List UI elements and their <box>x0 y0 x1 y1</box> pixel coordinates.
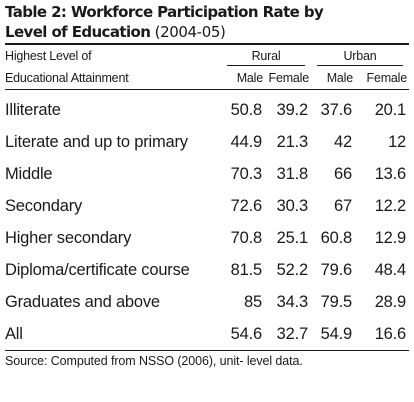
cell-rural-male: 50.8 <box>230 100 263 119</box>
cell-urban-female: 12 <box>388 132 407 151</box>
cell-urban-male: 66 <box>334 164 352 183</box>
row-label: Secondary <box>5 196 83 215</box>
cell-rural-female: 32.7 <box>265 318 311 351</box>
cell-rural-male: 72.6 <box>230 196 263 215</box>
cell-rural-male: 44.9 <box>230 132 263 151</box>
cell-rural-female: 34.3 <box>276 292 309 311</box>
cell-urban-female: 48.4 <box>374 260 407 279</box>
cell-urban-male: 54.9 <box>311 318 355 351</box>
header-group-rural: Rural <box>221 45 311 67</box>
cell-urban-male: 79.5 <box>320 292 353 311</box>
row-label: Middle <box>5 164 53 183</box>
table-row: All 54.6 32.7 54.9 16.6 <box>5 318 410 351</box>
table-row: Middle 70.3 31.8 66 13.6 <box>5 158 409 190</box>
cell-urban-male: 60.8 <box>320 228 353 247</box>
table-row: Graduates and above 85 34.3 79.5 28.9 <box>5 286 409 318</box>
row-label: Illiterate <box>5 100 61 119</box>
header-rural-female: Female <box>268 71 310 85</box>
cell-rural-male: 70.3 <box>230 164 263 183</box>
header-group-urban: Urban <box>311 45 409 67</box>
cell-urban-male: 42 <box>334 132 352 151</box>
table-title: Table 2: Workforce Participation Rate by… <box>5 2 409 42</box>
cell-urban-female: 13.6 <box>374 164 407 183</box>
row-label: Graduates and above <box>5 292 160 311</box>
table-row: Diploma/certificate course 81.5 52.2 79.… <box>5 254 409 286</box>
cell-rural-female: 39.2 <box>276 100 309 119</box>
title-year: (2004-05) <box>150 23 226 41</box>
source-note: Source: Computed from NSSO (2006), unit-… <box>5 354 303 368</box>
table-row: Higher secondary 70.8 25.1 60.8 12.9 <box>5 222 409 254</box>
title-rule <box>5 43 409 45</box>
cell-urban-male: 67 <box>334 196 352 215</box>
cell-urban-male: 79.6 <box>320 260 353 279</box>
cell-urban-male: 37.6 <box>320 100 353 119</box>
cell-rural-female: 31.8 <box>276 164 309 183</box>
cell-urban-female: 16.6 <box>355 318 410 351</box>
table-row: Secondary 72.6 30.3 67 12.2 <box>5 190 409 222</box>
header-rural-male: Male <box>236 71 263 85</box>
cell-rural-male: 54.6 <box>221 318 265 351</box>
table-row: Literate and up to primary 44.9 21.3 42 … <box>5 126 409 158</box>
table-row: Illiterate 50.8 39.2 37.6 20.1 <box>5 90 409 126</box>
row-label: Diploma/certificate course <box>5 260 190 279</box>
cell-rural-female: 52.2 <box>276 260 309 279</box>
cell-rural-male: 70.8 <box>230 228 263 247</box>
header-urban-female: Female <box>366 71 408 85</box>
header-attainment-line1: Highest Level of <box>5 49 92 63</box>
cell-rural-male: 85 <box>244 292 262 311</box>
title-line-1: Table 2: Workforce Participation Rate by <box>5 3 324 21</box>
cell-rural-female: 21.3 <box>276 132 309 151</box>
cell-urban-female: 28.9 <box>374 292 407 311</box>
row-label: Literate and up to primary <box>5 132 188 151</box>
title-line-2: Level of Education (2004-05) <box>5 22 409 42</box>
cell-rural-male: 81.5 <box>230 260 263 279</box>
title-bold: Level of Education <box>5 23 151 41</box>
cell-rural-female: 25.1 <box>276 228 309 247</box>
table-figure: Table 2: Workforce Participation Rate by… <box>5 2 410 368</box>
data-table: Highest Level of Rural Urban Educational… <box>5 45 410 351</box>
row-label: All <box>5 318 221 351</box>
cell-urban-female: 12.9 <box>374 228 407 247</box>
cell-rural-female: 30.3 <box>276 196 309 215</box>
header-attainment-line2: Educational Attainment <box>5 71 129 85</box>
cell-urban-female: 20.1 <box>374 100 407 119</box>
header-urban-male: Male <box>326 71 353 85</box>
row-label: Higher secondary <box>5 228 132 247</box>
cell-urban-female: 12.2 <box>374 196 407 215</box>
